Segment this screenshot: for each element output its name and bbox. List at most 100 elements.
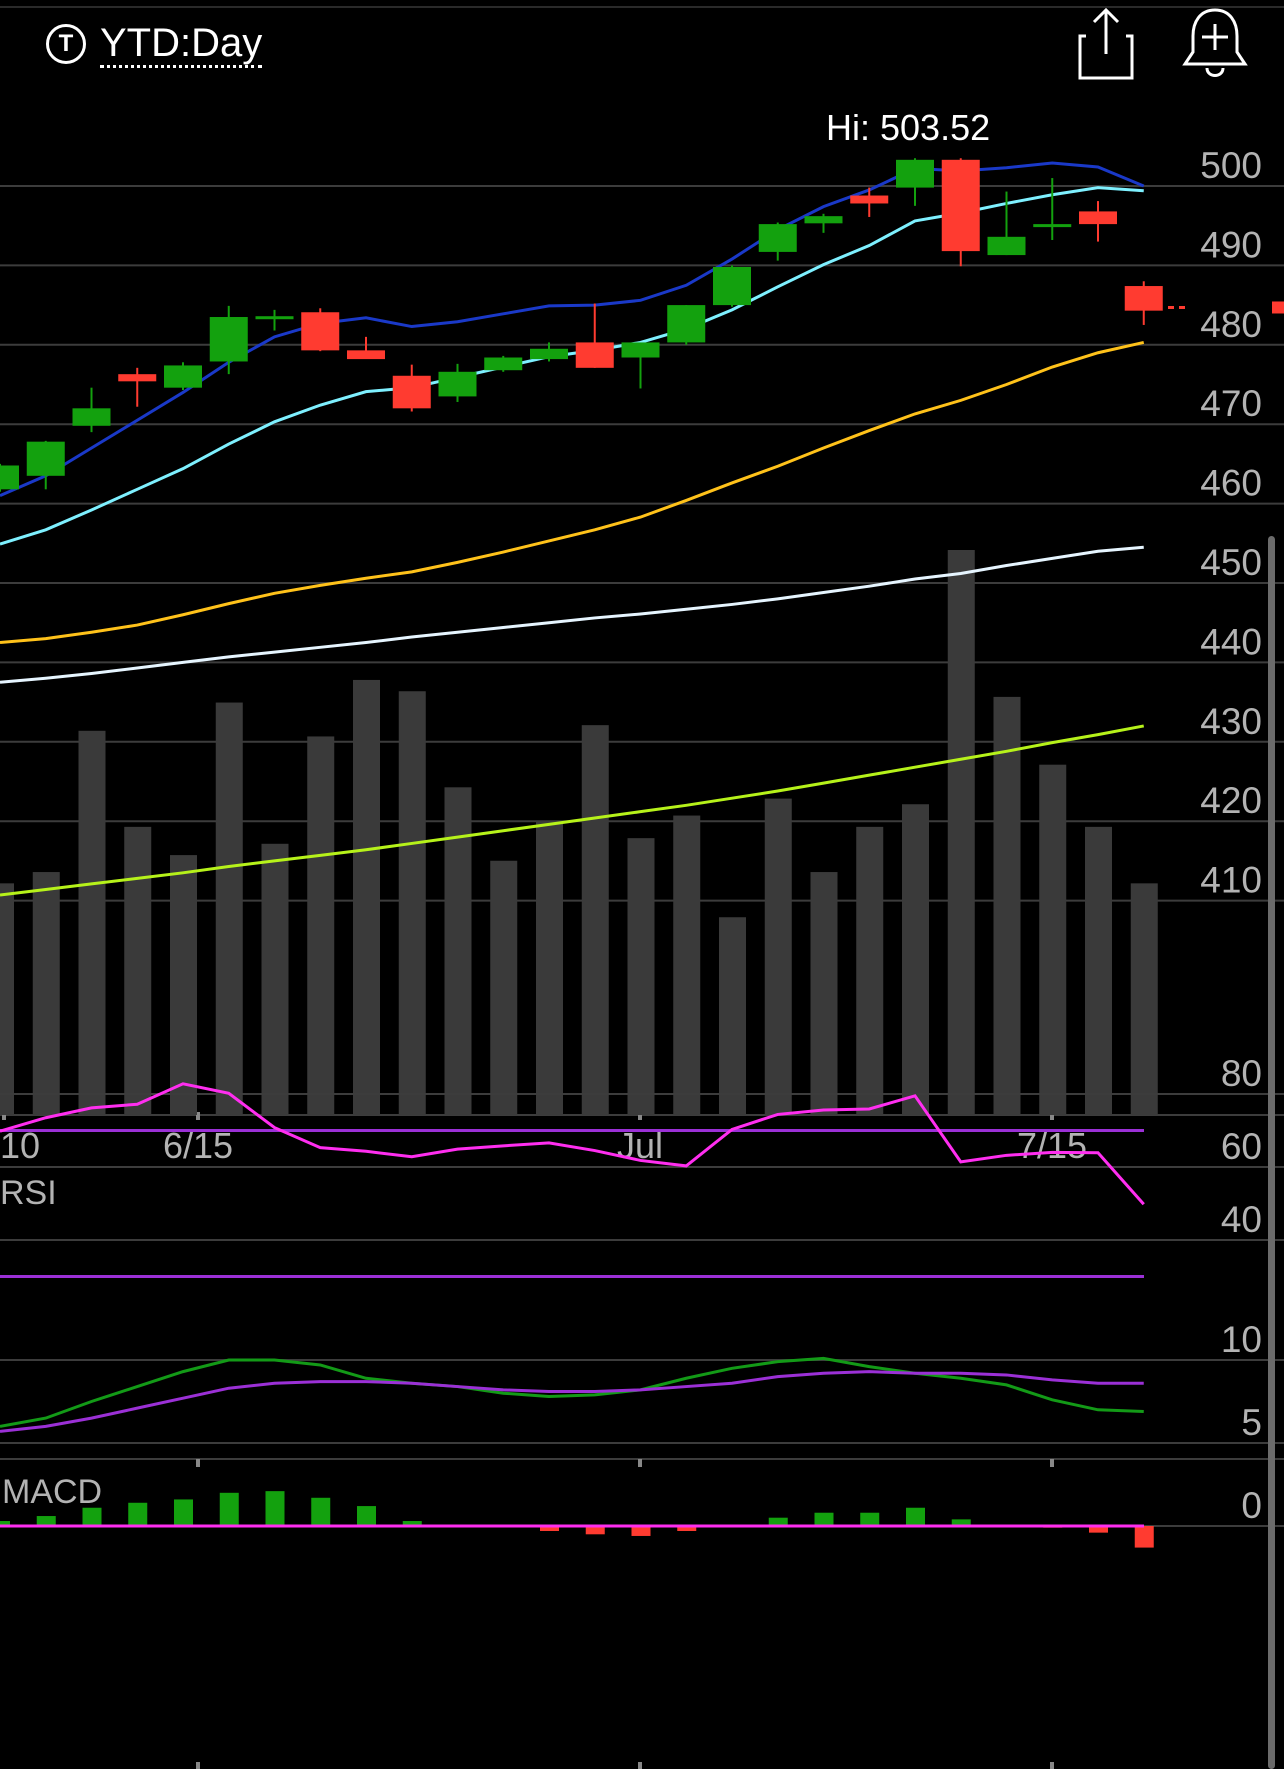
price-axis-label: 480 (1200, 304, 1262, 345)
volume-bar (764, 798, 792, 1115)
macd-histogram-bar (402, 1521, 422, 1526)
price-axis-label: 460 (1200, 463, 1262, 504)
macd-histogram-bar (631, 1526, 651, 1536)
candle-up (667, 305, 706, 343)
price-axis-label: 500 (1200, 145, 1262, 186)
share-button[interactable] (1076, 6, 1136, 82)
volume-bar (0, 883, 14, 1115)
macd-axis-label: 5 (1241, 1402, 1262, 1443)
macd-histogram-bar (860, 1512, 880, 1526)
macd-histogram-bar (357, 1506, 376, 1526)
macd-histogram-bar (265, 1491, 285, 1526)
add-alert-bell-icon (1182, 8, 1248, 77)
rsi-axis-label: 40 (1221, 1199, 1262, 1240)
macd-histogram-bar (585, 1526, 605, 1535)
candle-down (347, 350, 385, 360)
volume-bar (444, 787, 472, 1115)
last-price-marker (1168, 301, 1284, 314)
volume-bar (581, 725, 609, 1115)
macd-histogram-bar (219, 1492, 239, 1526)
candle-up (758, 224, 797, 252)
candle-up (255, 316, 294, 320)
candle-up (896, 159, 934, 188)
candle-down (850, 195, 889, 204)
candle-up (530, 348, 568, 360)
price-axis-label: 450 (1200, 542, 1262, 583)
candle-down (941, 159, 980, 252)
macd-panel: MACD 10 5 0 (0, 1319, 1284, 1769)
volume-bar (215, 702, 243, 1115)
candle-up (26, 441, 65, 476)
volume-bar (78, 730, 106, 1115)
rsi-panel: RSI 80 60 40 (0, 1053, 1284, 1467)
price-axis-label: 490 (1200, 224, 1262, 265)
candle-up (987, 236, 1026, 256)
macd-histogram-bar (814, 1512, 834, 1526)
ma-line-lime (0, 724, 1145, 897)
top-toolbar: T YTD:Day (0, 0, 1284, 90)
macd-histogram-bar (311, 1497, 331, 1526)
add-alert-button[interactable] (1180, 6, 1250, 82)
candle-down (118, 374, 157, 382)
candle-up (209, 317, 248, 362)
rsi-title: RSI (0, 1174, 57, 1212)
macd-histogram-bar (677, 1526, 697, 1531)
macd-axis-label: 10 (1221, 1319, 1262, 1360)
candle-up (72, 408, 111, 426)
macd-histogram-bar (1089, 1526, 1108, 1533)
ticker-type-icon: T (46, 24, 86, 64)
high-label: Hi: 503.52 (826, 107, 990, 148)
volume-bar (993, 696, 1021, 1115)
volume-bar (902, 804, 929, 1115)
volume-bar (490, 860, 518, 1115)
timeframe-label: YTD:Day (100, 21, 263, 68)
price-axis-label: 440 (1200, 621, 1262, 662)
candle-down (1124, 286, 1163, 311)
candle-up (0, 465, 19, 490)
macd-histogram-bar (174, 1499, 193, 1526)
candle-up (1033, 224, 1072, 228)
macd-histogram-bar (36, 1516, 56, 1526)
timeframe-selector[interactable]: T YTD:Day (46, 14, 263, 74)
scrollbar[interactable] (1268, 536, 1275, 1769)
candle-down (301, 312, 340, 351)
volume-bar (627, 838, 655, 1115)
candle-down (575, 342, 614, 368)
volume-bar (856, 826, 884, 1115)
candle-down (392, 375, 431, 409)
volume-bar (398, 691, 426, 1115)
macd-axis-label: 0 (1241, 1485, 1262, 1526)
volume-bar (719, 917, 746, 1115)
top-divider (0, 6, 1284, 8)
axis-labels: 500 490 480 470 460 450 440 430 420 410 Hi: 503.52… (0, 107, 1262, 1166)
macd-histogram-bar (1134, 1526, 1154, 1548)
rsi-axis-label: 80 (1221, 1053, 1262, 1094)
volume-bar (1130, 883, 1158, 1115)
rsi-line (0, 1082, 1145, 1206)
volume-bar (1085, 826, 1112, 1115)
volume-bar (170, 855, 197, 1115)
volume-bar (947, 550, 975, 1115)
price-axis-label: 410 (1200, 860, 1262, 901)
volume-bar (673, 815, 701, 1115)
price-axis-label: 420 (1200, 780, 1262, 821)
macd-title: MACD (2, 1473, 102, 1511)
volume-bar (261, 843, 289, 1115)
candle-up (484, 357, 523, 371)
macd-histogram-bar (540, 1526, 559, 1531)
macd-histogram-bar (951, 1519, 971, 1526)
volume-bar (1039, 764, 1067, 1115)
rsi-axis-label: 60 (1221, 1126, 1262, 1167)
volume-bar (536, 821, 563, 1115)
volume-bars (0, 550, 1158, 1115)
macd-histogram-bar (768, 1517, 788, 1526)
share-icon (1078, 7, 1134, 80)
candle-up (621, 342, 660, 358)
candle-down (1079, 211, 1117, 225)
volume-bar (307, 736, 335, 1115)
macd-signal-line (0, 1370, 1144, 1433)
candlesticks (0, 158, 1163, 492)
macd-histogram-bar (906, 1507, 925, 1526)
candle-up (164, 365, 202, 388)
